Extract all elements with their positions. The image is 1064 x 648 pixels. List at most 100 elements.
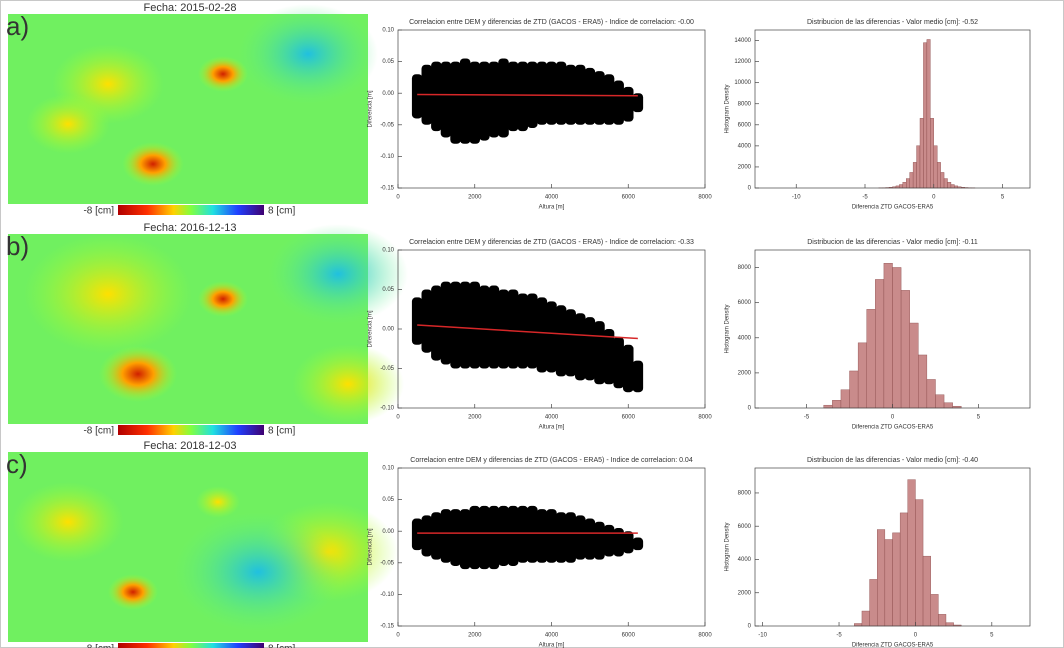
histogram-bar	[899, 512, 908, 627]
y-tick-label: 8000	[738, 491, 752, 497]
point-cloud	[527, 293, 538, 369]
x-tick-label: 0	[396, 195, 400, 201]
point-cloud	[536, 509, 548, 563]
point-cloud	[450, 61, 461, 144]
x-tick-label: 8000	[698, 415, 712, 421]
chart-title: Distribucion de las diferencias - Valor …	[807, 457, 978, 464]
chart-title: Correlacion entre DEM y diferencias de Z…	[409, 239, 694, 246]
histogram-bar	[926, 379, 936, 409]
point-cloud	[459, 509, 471, 570]
histogram-bar	[849, 370, 859, 409]
x-tick-label: 0	[891, 415, 895, 421]
point-cloud	[440, 281, 452, 365]
colorbar	[118, 425, 264, 435]
histogram-bar	[923, 42, 928, 189]
point-cloud	[488, 505, 500, 570]
x-tick-label: 4000	[545, 633, 559, 639]
map	[8, 4, 378, 204]
y-tick-label: -0.10	[380, 592, 394, 598]
map-date: Fecha: 2018-12-03	[144, 440, 237, 452]
y-tick-label: 2000	[738, 590, 752, 596]
chart-title: Distribucion de las diferencias - Valor …	[807, 239, 978, 246]
point-cloud	[469, 61, 481, 144]
point-cloud	[584, 67, 596, 125]
colorbar	[118, 205, 264, 215]
histogram-bar	[943, 402, 953, 409]
histogram-bar	[909, 172, 914, 189]
point-cloud	[536, 61, 548, 125]
map-feature	[197, 281, 249, 317]
map-feature	[107, 574, 159, 610]
chart-title: Distribucion de las diferencias - Valor …	[807, 19, 978, 26]
histogram-bar	[869, 579, 878, 627]
histogram-bar	[945, 622, 954, 627]
x-tick-label: 6000	[622, 633, 636, 639]
y-axis-label: Histogram Density	[725, 304, 731, 353]
y-tick-label: 0.00	[382, 91, 394, 97]
histogram-bar	[892, 267, 902, 409]
point-cloud	[507, 289, 519, 369]
y-tick-label: 4000	[738, 335, 752, 341]
point-cloud	[488, 285, 500, 369]
y-tick-label: 0.10	[382, 248, 394, 254]
map-date: Fecha: 2016-12-13	[144, 222, 237, 234]
point-cloud	[498, 58, 509, 138]
histogram-bar	[840, 389, 850, 409]
point-cloud	[469, 281, 481, 369]
y-axis-label: Diferencia [m]	[368, 310, 374, 347]
y-tick-label: 6000	[738, 122, 752, 128]
x-tick-label: 0	[914, 633, 918, 639]
x-tick-label: 8000	[698, 633, 712, 639]
y-tick-label: 10000	[734, 80, 751, 86]
y-tick-label: 0	[748, 624, 752, 630]
map-feature	[26, 94, 110, 154]
point-cloud	[594, 321, 605, 385]
colorbar-min: -8 [cm]	[83, 644, 114, 648]
point-cloud	[613, 80, 624, 125]
point-cloud	[536, 297, 548, 373]
histogram-bar	[947, 182, 952, 189]
histogram-bar	[919, 118, 924, 189]
y-axis-label: Histogram Density	[725, 84, 731, 133]
colorbar-min: -8 [cm]	[83, 206, 114, 217]
histogram-bar	[875, 279, 885, 409]
point-cloud	[546, 509, 557, 563]
point-cloud	[555, 61, 567, 125]
point-cloud	[565, 309, 576, 377]
histogram-bar	[892, 532, 901, 627]
point-cloud	[479, 505, 490, 570]
histogram-bar	[930, 118, 934, 189]
point-cloud	[421, 515, 433, 557]
point-cloud	[632, 93, 644, 113]
y-tick-label: 6000	[738, 524, 752, 530]
point-cloud	[469, 505, 481, 570]
map-feature	[195, 486, 241, 518]
histogram-bar	[854, 623, 863, 627]
y-tick-label: 2000	[738, 165, 752, 171]
x-tick-label: 6000	[622, 195, 636, 201]
histogram-bar	[884, 539, 893, 627]
histogram-bar	[906, 178, 910, 189]
point-cloud	[421, 289, 433, 353]
point-cloud	[411, 518, 423, 551]
x-axis-label: Diferencia ZTD GACOS-ERA5	[852, 205, 934, 211]
y-tick-label: -0.10	[380, 154, 394, 160]
histogram-bar	[916, 145, 921, 189]
map-feature	[292, 344, 404, 424]
x-tick-label: 2000	[468, 633, 482, 639]
point-cloud	[613, 528, 624, 557]
y-tick-label: -0.05	[380, 560, 394, 566]
y-tick-label: -0.15	[380, 624, 394, 630]
x-tick-label: 6000	[622, 415, 636, 421]
x-tick-label: 8000	[698, 195, 712, 201]
histogram-bar	[926, 39, 931, 189]
point-cloud	[565, 512, 576, 563]
y-tick-label: 6000	[738, 300, 752, 306]
histogram-bar	[936, 162, 941, 189]
map-feature	[12, 482, 124, 562]
point-cloud	[555, 305, 567, 377]
histogram-bar	[866, 309, 876, 409]
y-axis-label: Diferencia [m]	[368, 528, 374, 565]
map	[8, 224, 408, 424]
x-tick-label: -5	[862, 195, 868, 201]
